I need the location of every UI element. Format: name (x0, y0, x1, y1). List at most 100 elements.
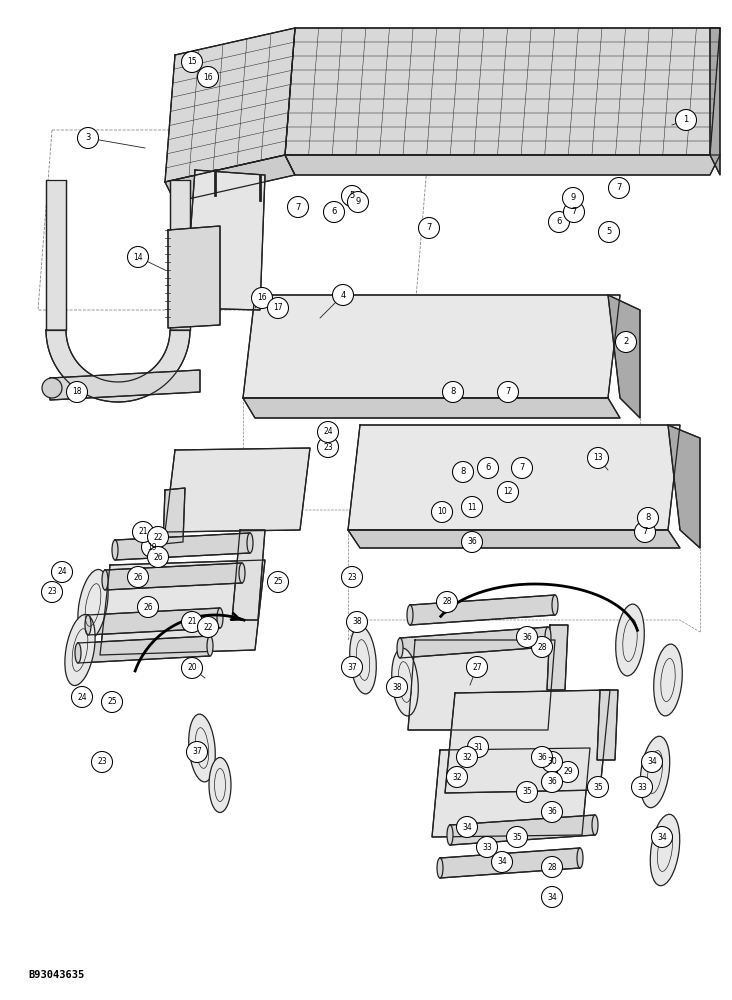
Circle shape (419, 218, 439, 238)
Circle shape (42, 378, 62, 398)
Text: 33: 33 (637, 782, 647, 792)
Circle shape (138, 596, 159, 617)
Ellipse shape (552, 595, 558, 615)
Circle shape (491, 852, 512, 872)
Circle shape (542, 856, 562, 878)
Text: 34: 34 (547, 892, 557, 902)
Circle shape (558, 762, 578, 782)
Polygon shape (285, 28, 720, 155)
Text: 34: 34 (647, 758, 657, 766)
Polygon shape (170, 180, 190, 330)
Text: 36: 36 (547, 778, 557, 786)
Polygon shape (597, 690, 618, 760)
Text: 35: 35 (593, 782, 603, 792)
Circle shape (542, 772, 562, 792)
Circle shape (542, 802, 562, 822)
Text: 35: 35 (512, 832, 522, 842)
Ellipse shape (102, 570, 108, 590)
Polygon shape (163, 488, 185, 544)
Ellipse shape (616, 604, 644, 676)
Text: 11: 11 (467, 502, 477, 512)
Circle shape (457, 746, 477, 768)
Text: 6: 6 (556, 218, 561, 227)
Circle shape (182, 658, 203, 678)
Polygon shape (400, 627, 548, 658)
Circle shape (638, 508, 659, 528)
Text: 7: 7 (642, 528, 648, 536)
Circle shape (498, 482, 518, 502)
Circle shape (332, 284, 354, 306)
Circle shape (148, 526, 168, 548)
Circle shape (564, 202, 584, 223)
Ellipse shape (207, 636, 213, 656)
Circle shape (468, 736, 488, 758)
Text: 6: 6 (332, 208, 337, 217)
Ellipse shape (189, 714, 215, 782)
Circle shape (517, 626, 537, 648)
Ellipse shape (239, 563, 245, 583)
Ellipse shape (78, 569, 108, 641)
Text: 18: 18 (72, 387, 82, 396)
Text: 7: 7 (426, 224, 432, 232)
Ellipse shape (350, 626, 376, 694)
Ellipse shape (209, 758, 231, 812)
Circle shape (346, 611, 367, 633)
Polygon shape (432, 748, 590, 837)
Text: 36: 36 (467, 538, 477, 546)
Ellipse shape (85, 615, 91, 635)
Circle shape (477, 458, 498, 479)
Text: 24: 24 (57, 568, 67, 576)
Text: 2: 2 (624, 338, 629, 347)
Ellipse shape (407, 605, 413, 625)
Circle shape (461, 532, 482, 552)
Circle shape (386, 676, 408, 698)
Text: 21: 21 (187, 617, 197, 626)
Text: 37: 37 (192, 748, 202, 756)
Text: 26: 26 (153, 552, 163, 562)
Polygon shape (410, 595, 555, 625)
Text: 17: 17 (273, 304, 283, 312)
Polygon shape (445, 690, 610, 793)
Polygon shape (232, 530, 265, 620)
Polygon shape (168, 226, 220, 328)
Circle shape (443, 381, 463, 402)
Circle shape (141, 536, 163, 558)
Text: 14: 14 (133, 252, 143, 261)
Text: 36: 36 (537, 752, 547, 762)
Text: 19: 19 (147, 542, 157, 552)
Circle shape (477, 836, 498, 857)
Circle shape (632, 776, 652, 798)
Circle shape (187, 742, 207, 762)
Polygon shape (88, 608, 220, 635)
Text: 10: 10 (437, 508, 447, 516)
Circle shape (599, 222, 619, 242)
Text: 23: 23 (47, 587, 57, 596)
Polygon shape (78, 636, 210, 663)
Polygon shape (105, 563, 242, 590)
Text: 8: 8 (450, 387, 456, 396)
Circle shape (635, 522, 655, 542)
Circle shape (531, 746, 553, 768)
Circle shape (562, 188, 583, 209)
Text: 30: 30 (547, 758, 557, 766)
Circle shape (542, 886, 562, 908)
Circle shape (288, 196, 308, 218)
Ellipse shape (65, 614, 95, 686)
Polygon shape (115, 533, 250, 560)
Ellipse shape (217, 608, 223, 628)
Circle shape (252, 288, 272, 308)
Ellipse shape (397, 638, 403, 658)
Text: 1: 1 (684, 115, 689, 124)
Polygon shape (608, 295, 640, 418)
Circle shape (651, 826, 673, 848)
Text: 34: 34 (497, 857, 507, 866)
Circle shape (198, 66, 218, 88)
Text: 36: 36 (547, 808, 557, 816)
Text: 16: 16 (203, 73, 213, 82)
Text: 28: 28 (442, 597, 452, 606)
Circle shape (318, 436, 338, 458)
Text: 12: 12 (504, 488, 512, 496)
Circle shape (198, 616, 218, 638)
Text: 22: 22 (203, 622, 213, 632)
Text: 22: 22 (153, 532, 163, 542)
